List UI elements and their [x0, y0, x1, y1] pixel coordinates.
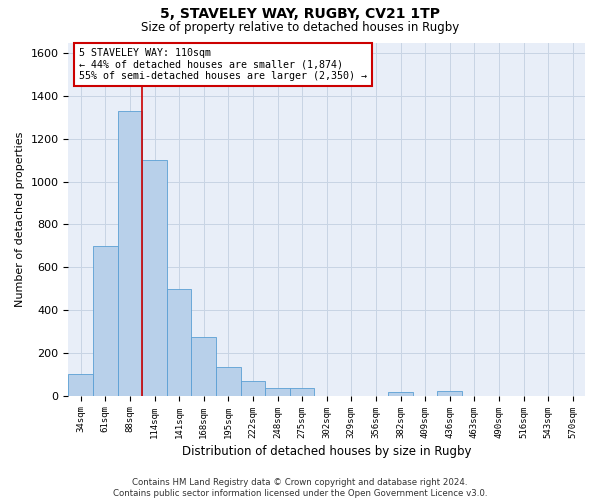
Bar: [167, 288, 191, 396]
Bar: [191, 336, 216, 396]
Bar: [118, 111, 142, 396]
Text: 5, STAVELEY WAY, RUGBY, CV21 1TP: 5, STAVELEY WAY, RUGBY, CV21 1TP: [160, 8, 440, 22]
Bar: [68, 374, 93, 396]
Bar: [437, 392, 462, 396]
Text: 5 STAVELEY WAY: 110sqm
← 44% of detached houses are smaller (1,874)
55% of semi-: 5 STAVELEY WAY: 110sqm ← 44% of detached…: [79, 48, 367, 81]
X-axis label: Distribution of detached houses by size in Rugby: Distribution of detached houses by size …: [182, 444, 472, 458]
Bar: [93, 246, 118, 396]
Bar: [142, 160, 167, 396]
Y-axis label: Number of detached properties: Number of detached properties: [15, 132, 25, 306]
Bar: [388, 392, 413, 396]
Bar: [265, 388, 290, 396]
Text: Contains HM Land Registry data © Crown copyright and database right 2024.
Contai: Contains HM Land Registry data © Crown c…: [113, 478, 487, 498]
Bar: [241, 380, 265, 396]
Bar: [216, 366, 241, 396]
Bar: [290, 388, 314, 396]
Text: Size of property relative to detached houses in Rugby: Size of property relative to detached ho…: [141, 21, 459, 34]
